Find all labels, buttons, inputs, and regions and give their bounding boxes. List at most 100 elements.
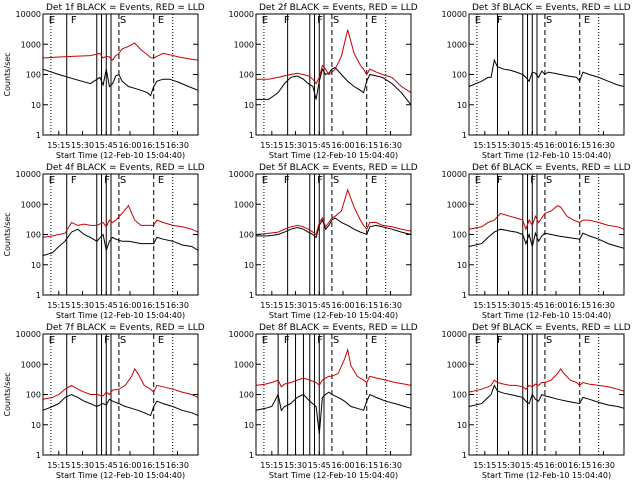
y-tick-label: 10 bbox=[244, 421, 254, 430]
x-tick-label: 16:00 bbox=[118, 301, 141, 310]
y-tick-label: 100 bbox=[452, 71, 467, 80]
x-tick-label: 16:30 bbox=[592, 141, 615, 150]
event-marker: S bbox=[333, 175, 339, 186]
x-tick-label: 16:00 bbox=[544, 461, 567, 470]
event-marker: S bbox=[546, 175, 552, 186]
panel-title: Det 6f BLACK = Events, RED = LLD bbox=[472, 163, 631, 173]
events-series bbox=[468, 58, 625, 87]
y-tick-label: 10 bbox=[31, 261, 41, 270]
lld-series bbox=[255, 188, 412, 236]
x-tick-label: 15:30 bbox=[284, 141, 307, 150]
lld-series bbox=[468, 368, 625, 393]
x-axis-label: Start Time (12-Feb-10 15:04:40) bbox=[269, 311, 398, 320]
y-axis-label: Counts/sec bbox=[3, 212, 12, 256]
y-tick-label: 100 bbox=[239, 391, 254, 400]
x-tick-label: 15:30 bbox=[497, 141, 520, 150]
x-tick-label: 15:45 bbox=[95, 141, 118, 150]
panel-1: Det 1f BLACK = Events, RED = LLD E F S E 1 10 1… bbox=[3, 3, 205, 160]
y-tick-label: 1000 bbox=[234, 40, 254, 49]
events-series bbox=[468, 384, 625, 409]
x-tick-label: 15:15 bbox=[473, 461, 496, 470]
event-marker: E bbox=[158, 335, 164, 346]
events-series bbox=[256, 66, 412, 106]
event-marker: E bbox=[262, 335, 268, 346]
x-tick-label: 16:15 bbox=[568, 301, 591, 310]
x-tick-label: 16:30 bbox=[379, 141, 402, 150]
events-series bbox=[256, 217, 412, 239]
y-tick-label: 1 bbox=[36, 451, 41, 460]
lld-series bbox=[255, 347, 412, 388]
panel-3: Det 3f BLACK = Events, RED = LLD E F S E 1 10 1… bbox=[442, 3, 631, 160]
panel-title: Det 3f BLACK = Events, RED = LLD bbox=[472, 3, 631, 13]
x-tick-label: 15:15 bbox=[260, 301, 283, 310]
events-series bbox=[468, 228, 625, 249]
y-axis-label: Counts/sec bbox=[3, 52, 12, 96]
event-marker: F bbox=[104, 335, 110, 346]
event-marker: F bbox=[71, 175, 77, 186]
x-tick-label: 15:30 bbox=[284, 461, 307, 470]
event-marker: E bbox=[475, 15, 481, 26]
event-marker: F bbox=[71, 15, 77, 26]
x-tick-label: 16:30 bbox=[379, 301, 402, 310]
plot-frame bbox=[468, 13, 625, 136]
x-tick-label: 15:15 bbox=[473, 301, 496, 310]
x-tick-label: 16:30 bbox=[166, 461, 189, 470]
x-tick-label: 16:15 bbox=[568, 141, 591, 150]
events-series bbox=[255, 391, 412, 434]
event-marker: E bbox=[475, 175, 481, 186]
events-series bbox=[42, 393, 199, 417]
x-tick-label: 15:15 bbox=[47, 461, 70, 470]
event-marker: E bbox=[475, 335, 481, 346]
y-tick-label: 10000 bbox=[229, 10, 254, 19]
panel-title: Det 8f BLACK = Events, RED = LLD bbox=[259, 323, 418, 333]
y-tick-label: 1000 bbox=[234, 360, 254, 369]
panel-title: Det 2f BLACK = Events, RED = LLD bbox=[259, 3, 418, 13]
x-tick-label: 15:30 bbox=[71, 141, 94, 150]
y-tick-label: 100 bbox=[26, 391, 41, 400]
x-tick-label: 16:00 bbox=[331, 141, 354, 150]
event-marker: S bbox=[546, 335, 552, 346]
x-tick-label: 15:30 bbox=[497, 301, 520, 310]
y-tick-label: 1 bbox=[249, 291, 254, 300]
x-tick-label: 15:15 bbox=[47, 141, 70, 150]
event-marker: F bbox=[497, 175, 503, 186]
y-axis-label: Counts/sec bbox=[3, 372, 12, 416]
event-marker: F bbox=[284, 15, 290, 26]
lld-series bbox=[256, 29, 412, 94]
x-tick-label: 16:30 bbox=[166, 301, 189, 310]
y-tick-label: 1000 bbox=[447, 360, 467, 369]
x-tick-label: 16:15 bbox=[355, 141, 378, 150]
event-marker: S bbox=[120, 15, 126, 26]
y-tick-label: 100 bbox=[239, 71, 254, 80]
panel-title: Det 9f BLACK = Events, RED = LLD bbox=[472, 323, 631, 333]
events-series bbox=[42, 228, 199, 257]
x-tick-label: 15:30 bbox=[497, 461, 520, 470]
event-marker: F bbox=[530, 175, 536, 186]
x-tick-label: 15:15 bbox=[473, 141, 496, 150]
y-tick-label: 1000 bbox=[21, 40, 41, 49]
x-tick-label: 15:45 bbox=[521, 461, 544, 470]
event-marker: F bbox=[317, 15, 323, 26]
event-marker: S bbox=[333, 15, 339, 26]
y-tick-label: 10000 bbox=[442, 330, 467, 339]
event-marker: E bbox=[584, 335, 590, 346]
y-tick-label: 10000 bbox=[229, 330, 254, 339]
x-tick-label: 15:15 bbox=[260, 461, 283, 470]
x-tick-label: 16:15 bbox=[568, 461, 591, 470]
x-tick-label: 16:30 bbox=[379, 461, 402, 470]
event-marker: E bbox=[158, 15, 164, 26]
y-tick-label: 1 bbox=[249, 131, 254, 140]
lld-series bbox=[42, 367, 199, 400]
y-tick-label: 10000 bbox=[16, 330, 41, 339]
x-tick-label: 16:15 bbox=[355, 301, 378, 310]
x-tick-label: 15:45 bbox=[521, 141, 544, 150]
x-tick-label: 16:00 bbox=[331, 461, 354, 470]
y-tick-label: 10 bbox=[31, 101, 41, 110]
event-marker: F bbox=[284, 175, 290, 186]
plot-frame bbox=[468, 333, 625, 456]
